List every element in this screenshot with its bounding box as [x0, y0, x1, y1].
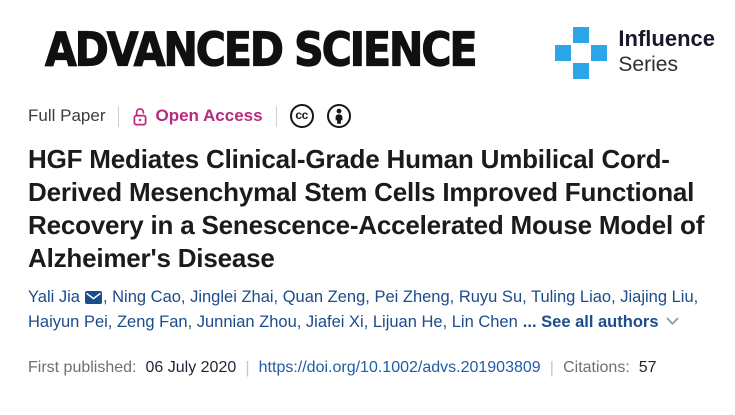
doi-link[interactable]: https://doi.org/10.1002/advs.201903809 [258, 359, 541, 376]
cc-license-icon[interactable]: cc [289, 104, 314, 128]
authors-line: Yali Jia , Ning Cao, Jinglei Zhai, Quan … [28, 285, 707, 335]
article-title: HGF Mediates Clinical-Grade Human Umbili… [28, 144, 705, 273]
divider [275, 105, 277, 127]
influence-series-logo[interactable]: Influence Series [555, 24, 715, 79]
publication-info-row: First published: 06 July 2020 | https://… [28, 358, 707, 378]
influence-cross-icon [555, 27, 608, 79]
separator: | [549, 358, 555, 377]
citations-label: Citations: [563, 359, 630, 376]
see-all-authors-button[interactable]: ... See all authors [523, 313, 679, 331]
citations-count: 57 [638, 359, 657, 376]
first-published-label: First published: [28, 359, 137, 376]
series-title: Influence [618, 26, 715, 51]
email-icon[interactable] [84, 291, 102, 304]
header: ADVANCED SCIENCE Influence Series [0, 0, 735, 79]
open-lock-icon [134, 107, 147, 125]
separator: | [245, 358, 250, 377]
cc-by-attribution-icon[interactable] [326, 104, 351, 128]
series-subtitle: Series [618, 52, 678, 76]
person-icon [335, 108, 342, 124]
see-all-authors-label: ... See all authors [522, 313, 659, 331]
article-type-label: Full Paper [28, 106, 106, 125]
author-link-corresponding[interactable]: Yali Jia [28, 288, 80, 306]
divider [118, 105, 120, 127]
first-published-date: 06 July 2020 [145, 359, 237, 376]
series-text: Influence Series [618, 25, 715, 77]
chevron-down-icon [666, 317, 678, 326]
open-access-label: Open Access [155, 106, 263, 125]
journal-logo[interactable]: ADVANCED SCIENCE [44, 22, 478, 77]
authors-rest[interactable]: , Ning Cao, Jinglei Zhai, Quan Zeng, Pei… [28, 288, 699, 331]
article-meta-row: Full Paper Open Access cc [28, 104, 735, 128]
open-access-badge: Open Access [132, 106, 263, 126]
